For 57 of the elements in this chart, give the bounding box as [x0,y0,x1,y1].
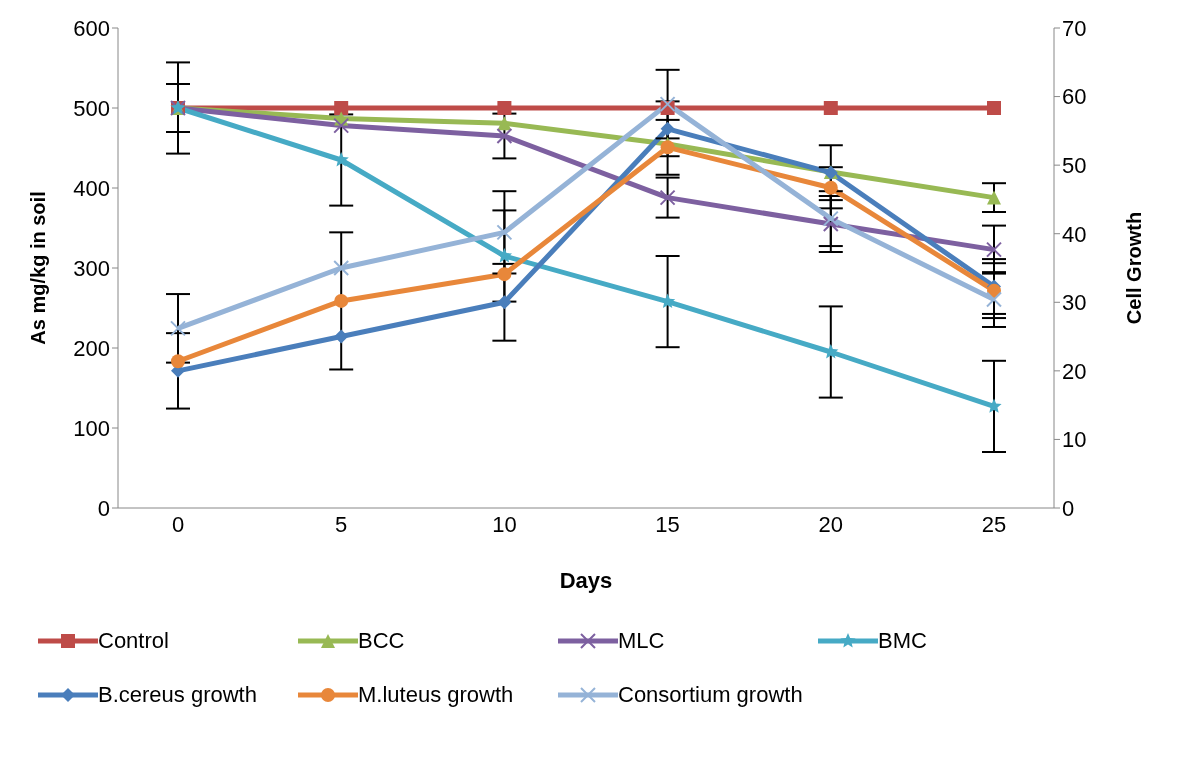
y2-tick-label: 70 [1062,15,1087,41]
point [334,329,349,344]
legend-label: Consortium growth [618,682,803,708]
y2-tick-label: 30 [1062,290,1087,316]
point [987,190,1001,205]
point [823,180,838,195]
point [823,101,838,115]
x-tick-label: 20 [818,511,844,537]
point [986,291,1002,308]
legend-label: MLC [618,628,665,654]
x-tick-label: 0 [171,511,185,537]
point [660,121,675,136]
y-tick-label: 200 [73,335,110,361]
x-tick-label: 15 [655,511,680,537]
point [496,248,513,263]
point [170,320,186,337]
point [496,128,513,144]
legend-label: BCC [358,628,405,654]
y-tick-label: 400 [73,175,110,201]
point [986,241,1002,258]
legend-label: M.luteus growth [358,682,514,708]
y2-tick-label: 60 [1062,84,1087,110]
point [497,267,512,282]
point [334,101,349,115]
y2-tick-label: 10 [1062,427,1087,453]
legend-label: B.cereus growth [98,682,257,708]
y2-axis-title: Cell Growth [1123,211,1146,325]
y-tick-label: 0 [97,495,110,521]
point [497,116,512,131]
x-tick-label: 25 [981,511,1007,537]
y2-tick-label: 0 [1062,495,1075,521]
point [171,354,185,369]
y-tick-label: 500 [73,95,110,121]
point [659,189,676,206]
y-tick-label: 100 [73,415,110,441]
legend-label: Control [98,628,169,654]
point [497,101,512,115]
y-axis-title: As mg/kg in soil [27,191,50,345]
x-tick-label: 5 [335,511,348,537]
point [822,216,839,232]
point [334,293,349,308]
point [987,101,1001,115]
point [333,117,350,134]
point [659,96,676,113]
y2-tick-label: 40 [1062,221,1087,247]
x-axis-title: Days [559,568,613,593]
y-tick-label: 300 [73,255,110,281]
y2-tick-label: 20 [1062,358,1087,384]
y-tick-label: 600 [73,15,110,41]
point [333,260,350,276]
legend-label: BMC [878,628,927,654]
point [496,224,513,241]
y2-tick-label: 50 [1062,152,1087,178]
x-tick-label: 10 [492,511,517,537]
point [497,295,512,310]
point [822,210,839,227]
point [660,140,675,155]
